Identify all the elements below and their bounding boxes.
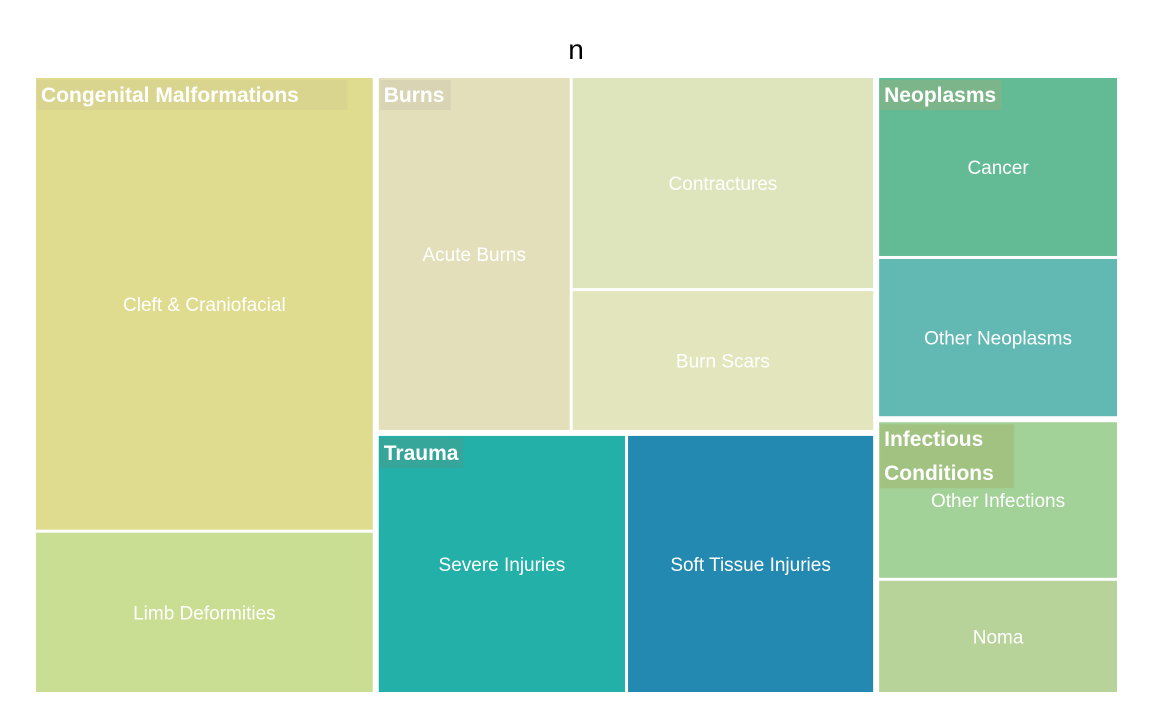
- tile-label: Cancer: [967, 158, 1029, 179]
- tile-limb-deformities[interactable]: [36, 532, 373, 692]
- tile-label: Other Infections: [931, 491, 1065, 512]
- tile-label: Cleft & Craniofacial: [123, 295, 286, 316]
- group-label-trauma: Trauma: [384, 442, 459, 465]
- group-label-bg: [379, 437, 464, 468]
- group-label-bg: [379, 80, 451, 110]
- tile-label: Soft Tissue Injuries: [670, 555, 831, 576]
- group-label-bg: [880, 80, 1002, 110]
- tile-burn-scars[interactable]: [572, 291, 874, 430]
- tile-label: Other Neoplasms: [924, 329, 1072, 350]
- tile-acute-burns[interactable]: [378, 78, 570, 430]
- tile-severe-injuries[interactable]: [378, 435, 626, 692]
- group-label-burns: Burns: [384, 84, 445, 107]
- group-label-infectious-conditions: Conditions: [884, 462, 994, 485]
- tile-label: Limb Deformities: [133, 603, 276, 624]
- tile-label: Burn Scars: [676, 352, 770, 373]
- chart-title: n: [568, 34, 584, 65]
- group-label-bg: [880, 424, 1015, 489]
- treemap-group-labels: Burns Trauma Neoplasms Infectious Conditions…: [37, 80, 1015, 489]
- group-label-infectious-conditions: Infectious: [884, 428, 983, 451]
- group-label-bg: [37, 80, 348, 110]
- group-label-congenital-malformations: Congenital Malformations: [41, 84, 299, 107]
- tile-other-neoplasms[interactable]: [879, 258, 1117, 417]
- group-label-neoplasms: Neoplasms: [884, 84, 996, 107]
- tile-cleft-craniofacial[interactable]: [36, 78, 373, 530]
- tile-noma[interactable]: [879, 580, 1117, 692]
- tile-contractures[interactable]: [572, 78, 874, 289]
- tile-label: Contractures: [669, 174, 778, 195]
- treemap-tiles: Cleft & Craniofacial Limb Deformities Acut…: [36, 78, 1117, 692]
- tile-label: Acute Burns: [422, 245, 526, 266]
- tile-label: Severe Injuries: [439, 555, 566, 576]
- tile-label: Noma: [973, 627, 1024, 648]
- tile-soft-tissue-injuries[interactable]: [628, 435, 874, 692]
